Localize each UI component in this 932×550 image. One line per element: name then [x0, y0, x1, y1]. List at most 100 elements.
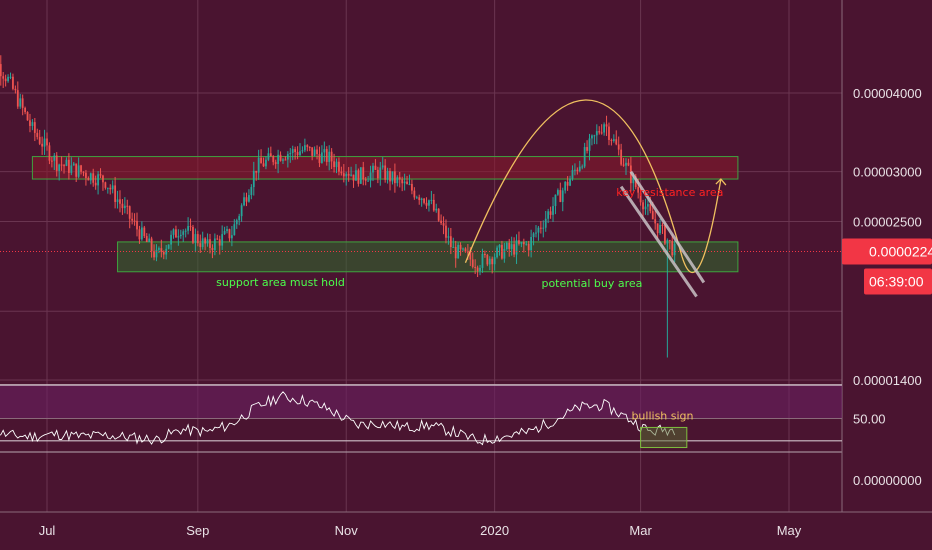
candle-body — [525, 243, 528, 245]
candle-body — [396, 177, 399, 184]
price-tick-label: 0.00003000 — [853, 165, 922, 180]
candle-body — [250, 187, 253, 196]
candle-body — [257, 157, 260, 173]
candle-body — [167, 244, 170, 249]
candle-body — [279, 154, 282, 161]
annotation-bullish-sign: bullish sign — [631, 409, 693, 422]
candle-body — [612, 139, 615, 141]
candle-body — [593, 135, 596, 137]
candle-body — [46, 138, 48, 146]
candle-body — [491, 258, 494, 265]
candle-body — [571, 170, 574, 179]
candle-body — [228, 229, 231, 239]
candle-body — [50, 160, 53, 162]
candle-body — [48, 145, 51, 161]
parabolic-arc — [464, 99, 683, 263]
candle-body — [578, 166, 581, 171]
candle-body — [559, 190, 562, 202]
candle-body — [33, 122, 36, 133]
candle-body — [277, 154, 280, 164]
candle-body — [111, 185, 114, 190]
candle-body — [420, 198, 423, 201]
candle-body — [143, 227, 146, 237]
candle-body — [97, 174, 99, 186]
candle-body — [80, 165, 82, 172]
candle-body — [449, 236, 452, 248]
candle-body — [554, 194, 557, 207]
time-tick-label: Sep — [186, 523, 209, 538]
candle-body — [352, 174, 355, 181]
candle-body — [586, 147, 588, 151]
candle-body — [92, 173, 95, 183]
candle-body — [479, 267, 481, 271]
candle-body — [170, 234, 172, 245]
candle-body — [423, 198, 425, 203]
candle-body — [415, 197, 418, 199]
candle-body — [216, 238, 219, 240]
candle-body — [671, 240, 674, 256]
candle-body — [379, 167, 382, 179]
candle-body — [221, 234, 224, 246]
candle-body — [218, 239, 221, 246]
candle-body — [333, 161, 335, 168]
time-tick-label: Mar — [629, 523, 652, 538]
candle-body — [106, 187, 109, 189]
candle-body — [63, 165, 65, 167]
candle-body — [542, 227, 545, 229]
candle-body — [411, 183, 413, 191]
candle-body — [194, 234, 197, 243]
candle-body — [350, 174, 352, 176]
candle-body — [75, 163, 78, 177]
candle-body — [639, 192, 642, 203]
candle-body — [269, 153, 272, 157]
candle-body — [547, 211, 550, 219]
candle-body — [155, 249, 158, 258]
candle-body — [381, 165, 384, 168]
candle-body — [102, 175, 104, 183]
candle-body — [649, 204, 652, 212]
candle-body — [226, 229, 228, 231]
candle-body — [243, 197, 245, 206]
candle-body — [109, 187, 112, 190]
candle-body — [282, 159, 284, 161]
candle-body — [291, 149, 294, 153]
candle-body — [359, 167, 362, 184]
candle-body — [574, 169, 576, 171]
candle-body — [569, 178, 571, 186]
candle-body — [566, 181, 569, 186]
candle-body — [201, 238, 204, 247]
candle-body — [481, 253, 484, 268]
candle-body — [265, 159, 267, 167]
price-tick-label: 0.00004000 — [853, 86, 922, 101]
candle-body — [561, 190, 564, 202]
candle-body — [209, 239, 211, 248]
candle-body — [474, 266, 477, 268]
candle-body — [527, 243, 530, 251]
candle-body — [389, 171, 391, 182]
candle-body — [486, 255, 489, 265]
candle-body — [398, 177, 401, 180]
candle-body — [99, 174, 102, 176]
candle-body — [432, 199, 435, 211]
candle-body — [299, 151, 301, 156]
oscillator-tick-label: 50.00 — [853, 412, 886, 427]
candle-body — [179, 234, 182, 237]
lower-pane-tick-label: 0.00000000 — [853, 473, 922, 488]
candle-body — [85, 172, 87, 178]
candle-body — [401, 179, 404, 184]
candle-body — [294, 149, 297, 153]
candle-body — [16, 90, 19, 107]
candle-body — [60, 164, 63, 166]
candle-series — [0, 55, 676, 358]
candle-body — [131, 218, 134, 221]
candle-body — [308, 146, 311, 148]
candle-body — [632, 176, 635, 184]
candle-body — [549, 211, 552, 215]
candle-body — [7, 76, 9, 82]
candle-body — [233, 224, 236, 236]
candle-body — [418, 197, 421, 201]
candle-body — [445, 225, 447, 238]
candle-body — [508, 242, 511, 249]
candle-body — [452, 246, 455, 248]
candle-body — [187, 226, 190, 231]
